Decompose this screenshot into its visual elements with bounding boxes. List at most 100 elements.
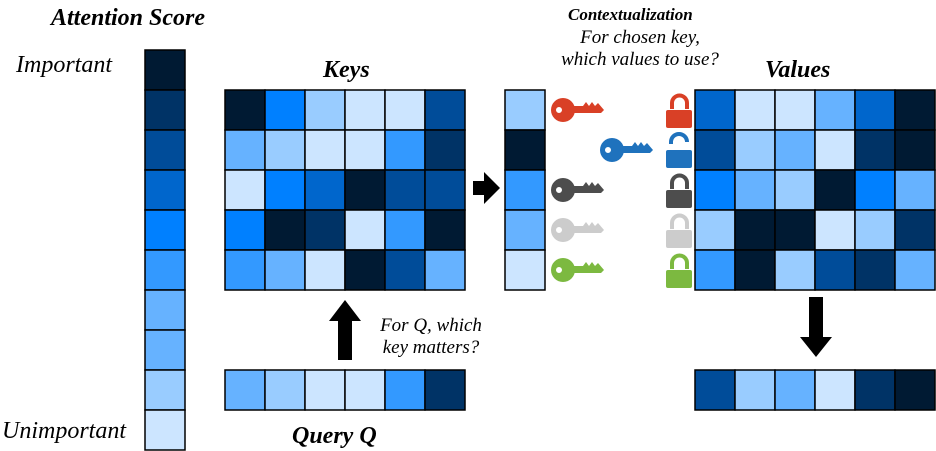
value-cell bbox=[734, 209, 776, 251]
up-arrow bbox=[329, 300, 361, 360]
key-cell bbox=[344, 129, 386, 171]
context-caption-line-2: which values to use? bbox=[561, 49, 719, 70]
value-cell bbox=[694, 249, 736, 291]
key-cell bbox=[424, 89, 466, 131]
context-caption-line-1: For chosen key, bbox=[580, 27, 700, 48]
key-cell bbox=[264, 89, 306, 131]
selected-key-cell bbox=[504, 89, 546, 131]
key-cell bbox=[424, 129, 466, 171]
value-cell bbox=[814, 209, 856, 251]
key-cell bbox=[344, 209, 386, 251]
values-title: Values bbox=[765, 57, 831, 83]
key-cell bbox=[304, 89, 346, 131]
query-caption: For Q, which key matters? bbox=[366, 315, 496, 359]
key-icon bbox=[551, 98, 604, 122]
key-cell bbox=[224, 89, 266, 131]
query-cell bbox=[424, 369, 466, 411]
value-cell bbox=[854, 169, 896, 211]
key-cell bbox=[304, 209, 346, 251]
value-cell bbox=[814, 89, 856, 131]
value-cell bbox=[774, 209, 816, 251]
key-cell bbox=[384, 129, 426, 171]
value-cell bbox=[894, 209, 936, 251]
value-cell bbox=[734, 169, 776, 211]
key-cell bbox=[384, 209, 426, 251]
value-cell bbox=[774, 249, 816, 291]
key-cell bbox=[304, 169, 346, 211]
key-cell bbox=[424, 209, 466, 251]
key-cell bbox=[304, 129, 346, 171]
value-cell bbox=[774, 169, 816, 211]
attention-scale-cell bbox=[144, 49, 186, 91]
value-cell bbox=[854, 89, 896, 131]
padlock-icon bbox=[666, 93, 692, 128]
key-icon bbox=[551, 258, 604, 282]
output-cell bbox=[694, 369, 736, 411]
key-cell bbox=[264, 129, 306, 171]
key-cell bbox=[424, 169, 466, 211]
output-cell bbox=[894, 369, 936, 411]
contextualization-title: Contextualization bbox=[568, 5, 693, 24]
selected-key-cell bbox=[504, 129, 546, 171]
value-cell bbox=[894, 89, 936, 131]
key-cell bbox=[344, 249, 386, 291]
attention-scale-cell bbox=[144, 249, 186, 291]
attention-score-title: Attention Score bbox=[51, 5, 206, 31]
value-cell bbox=[694, 89, 736, 131]
query-cell bbox=[224, 369, 266, 411]
value-cell bbox=[854, 129, 896, 171]
key-cell bbox=[264, 209, 306, 251]
selected-key-cell bbox=[504, 209, 546, 251]
padlock-icon bbox=[666, 173, 692, 208]
attention-scale-cell bbox=[144, 89, 186, 131]
query-cell bbox=[344, 369, 386, 411]
attention-scale-cell bbox=[144, 169, 186, 211]
unlocked-padlock-icon bbox=[666, 132, 692, 168]
key-cell bbox=[384, 249, 426, 291]
query-title: Query Q bbox=[292, 423, 377, 449]
key-cell bbox=[224, 129, 266, 171]
query-caption-line-2: key matters? bbox=[382, 337, 480, 358]
key-icon bbox=[551, 178, 604, 202]
key-icon bbox=[600, 138, 653, 162]
attention-scale-cell bbox=[144, 129, 186, 171]
value-cell bbox=[694, 209, 736, 251]
important-label: Important bbox=[16, 52, 112, 78]
value-cell bbox=[774, 129, 816, 171]
query-cell bbox=[384, 369, 426, 411]
output-cell bbox=[734, 369, 776, 411]
value-cell bbox=[694, 169, 736, 211]
key-cell bbox=[264, 249, 306, 291]
value-cell bbox=[894, 169, 936, 211]
selected-key-cell bbox=[504, 249, 546, 291]
key-cell bbox=[384, 169, 426, 211]
key-cell bbox=[384, 89, 426, 131]
key-cell bbox=[224, 249, 266, 291]
down-arrow bbox=[800, 297, 832, 357]
query-cell bbox=[264, 369, 306, 411]
padlock-icon bbox=[666, 253, 692, 288]
padlock-icon bbox=[666, 213, 692, 248]
query-cell bbox=[304, 369, 346, 411]
keys-title: Keys bbox=[323, 57, 370, 83]
value-cell bbox=[894, 249, 936, 291]
key-cell bbox=[304, 249, 346, 291]
value-cell bbox=[814, 169, 856, 211]
value-cell bbox=[854, 209, 896, 251]
output-cell bbox=[854, 369, 896, 411]
value-cell bbox=[814, 129, 856, 171]
value-cell bbox=[814, 249, 856, 291]
key-cell bbox=[224, 169, 266, 211]
key-icon bbox=[551, 218, 604, 242]
attention-scale-cell bbox=[144, 289, 186, 331]
value-cell bbox=[694, 129, 736, 171]
output-cell bbox=[814, 369, 856, 411]
selected-key-cell bbox=[504, 169, 546, 211]
unimportant-label: Unimportant bbox=[2, 418, 127, 444]
value-cell bbox=[734, 249, 776, 291]
attention-scale-cell bbox=[144, 369, 186, 411]
attention-scale-cell bbox=[144, 329, 186, 371]
value-cell bbox=[734, 129, 776, 171]
value-cell bbox=[894, 129, 936, 171]
